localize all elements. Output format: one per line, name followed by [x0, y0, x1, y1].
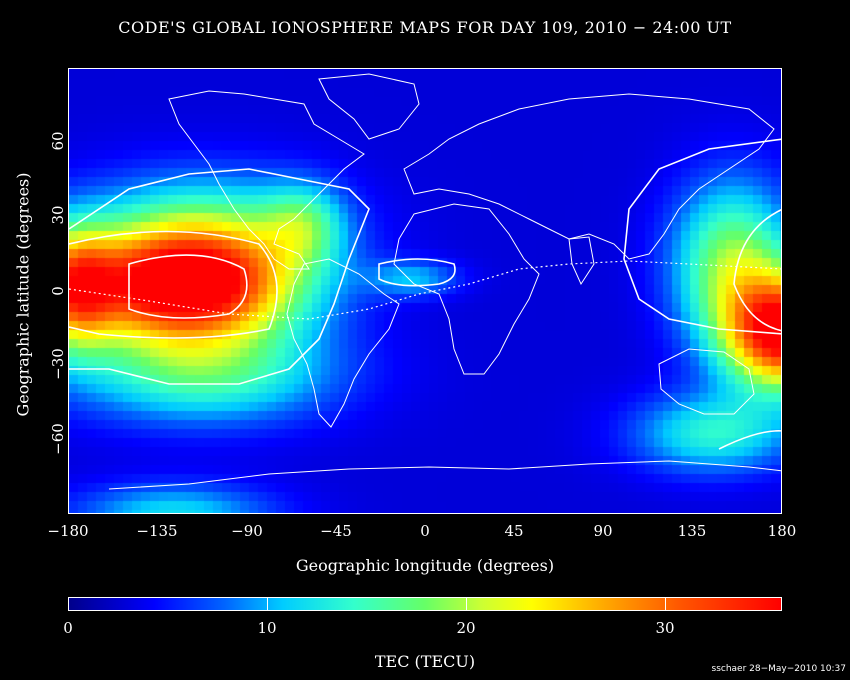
- coastline-north-america: [168, 90, 365, 270]
- y-tick: 30: [49, 205, 67, 225]
- colorbar-label: 30: [655, 619, 675, 637]
- contour-20-east: [733, 209, 781, 332]
- colorbar-tick: [665, 598, 666, 610]
- coastline-africa: [393, 203, 540, 375]
- colorbar: [68, 597, 782, 611]
- map-title: CODE'S GLOBAL IONOSPHERE MAPS FOR DAY 10…: [118, 18, 732, 37]
- colorbar-label: 0: [63, 619, 73, 637]
- contour-10-north: [69, 168, 370, 385]
- x-axis-label: Geographic longitude (degrees): [295, 556, 555, 575]
- colorbar-tick: [466, 598, 467, 610]
- credit-text: sschaer 28−May−2010 10:37: [711, 664, 847, 674]
- y-tick: −30: [49, 348, 67, 380]
- contour-south-east: [718, 430, 781, 450]
- x-tick: 180: [767, 522, 797, 540]
- coastline-antarctica: [108, 460, 781, 490]
- colorbar-title: TEC (TECU): [374, 652, 476, 671]
- contour-atlantic: [378, 258, 456, 287]
- colorbar-tick: [267, 598, 268, 610]
- coastline-south-america: [286, 258, 400, 428]
- coastline-eurasia: [403, 93, 775, 260]
- x-tick: 90: [593, 522, 613, 540]
- contour-10-east: [623, 138, 781, 335]
- coastline-greenland: [318, 73, 420, 140]
- x-tick: 45: [504, 522, 524, 540]
- tec-contours: [69, 138, 781, 450]
- y-tick: 60: [49, 131, 67, 151]
- x-tick: −135: [136, 522, 178, 540]
- coastlines: [108, 73, 781, 490]
- y-tick: −60: [49, 423, 67, 455]
- colorbar-label: 10: [257, 619, 277, 637]
- y-tick: 0: [49, 286, 67, 296]
- tec-heatmap: [69, 69, 781, 513]
- x-tick: −180: [47, 522, 89, 540]
- tec-map: [68, 68, 782, 514]
- contour-20: [69, 230, 278, 339]
- x-tick: −45: [320, 522, 352, 540]
- coastline-india: [568, 236, 595, 286]
- contour-30: [128, 254, 248, 319]
- coastline-australia: [658, 348, 755, 415]
- x-tick: −90: [231, 522, 263, 540]
- x-tick: 135: [677, 522, 707, 540]
- x-tick: 0: [420, 522, 430, 540]
- colorbar-label: 20: [456, 619, 476, 637]
- coastline-overlay: [69, 73, 781, 490]
- magnetic-equator: [69, 260, 781, 320]
- y-axis-label: Geographic latitude (degrees): [13, 172, 33, 417]
